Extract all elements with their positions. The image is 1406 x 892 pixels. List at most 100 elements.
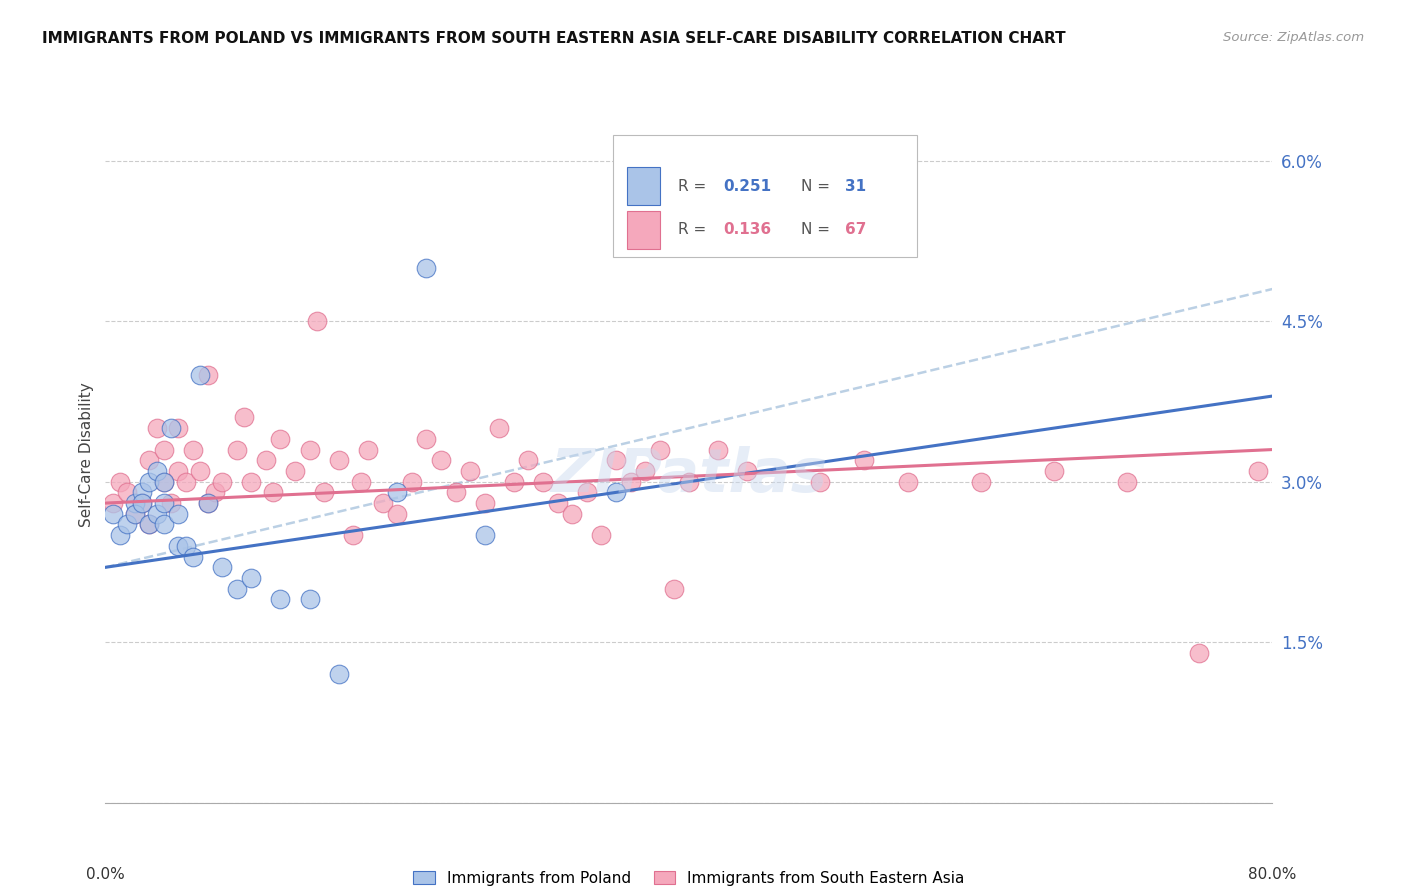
Point — [131, 496, 153, 510]
Point — [131, 485, 153, 500]
Point — [1042, 464, 1064, 478]
Point — [197, 496, 219, 510]
Point — [314, 485, 336, 500]
Point — [124, 496, 146, 510]
Point — [619, 475, 641, 489]
Point — [430, 453, 453, 467]
Text: ZIPatlas: ZIPatlas — [550, 446, 828, 505]
Point — [124, 507, 146, 521]
Point — [145, 421, 167, 435]
Point — [153, 475, 174, 489]
Point — [707, 442, 730, 457]
Point — [167, 421, 190, 435]
Point — [648, 442, 671, 457]
Point — [174, 539, 197, 553]
Point — [145, 464, 167, 478]
Point — [328, 667, 350, 681]
Point — [1188, 646, 1211, 660]
Point — [138, 453, 160, 467]
Point — [808, 475, 831, 489]
Point — [108, 475, 131, 489]
Text: 0.251: 0.251 — [723, 178, 770, 194]
Point — [502, 475, 524, 489]
Point — [138, 517, 160, 532]
Point — [101, 496, 124, 510]
Point — [737, 464, 759, 478]
Point — [284, 464, 307, 478]
Point — [531, 475, 554, 489]
Point — [167, 464, 190, 478]
Point — [131, 496, 153, 510]
Point — [1247, 464, 1270, 478]
Point — [575, 485, 598, 500]
Point — [474, 496, 496, 510]
Point — [357, 442, 380, 457]
Point — [634, 464, 657, 478]
Point — [153, 442, 174, 457]
Point — [101, 507, 124, 521]
Point — [415, 260, 437, 275]
Point — [547, 496, 569, 510]
Point — [240, 475, 263, 489]
Point — [254, 453, 277, 467]
Y-axis label: Self-Care Disability: Self-Care Disability — [79, 383, 94, 527]
Point — [188, 368, 211, 382]
Point — [488, 421, 510, 435]
Text: N =: N = — [801, 222, 835, 237]
Point — [269, 592, 292, 607]
Point — [561, 507, 583, 521]
Text: 67: 67 — [845, 222, 866, 237]
Text: 80.0%: 80.0% — [1249, 867, 1296, 882]
Point — [591, 528, 613, 542]
Point — [605, 485, 627, 500]
Point — [124, 507, 146, 521]
Point — [328, 453, 350, 467]
Point — [240, 571, 263, 585]
Point — [385, 485, 408, 500]
Point — [969, 475, 991, 489]
Point — [153, 496, 174, 510]
Text: R =: R = — [679, 222, 711, 237]
Point — [138, 517, 160, 532]
Point — [371, 496, 394, 510]
Point — [174, 475, 197, 489]
Point — [225, 442, 247, 457]
Point — [197, 496, 219, 510]
Text: 0.136: 0.136 — [723, 222, 770, 237]
Point — [117, 517, 139, 532]
Point — [517, 453, 540, 467]
Point — [1115, 475, 1137, 489]
Point — [153, 475, 174, 489]
Point — [211, 560, 233, 574]
Point — [269, 432, 292, 446]
Bar — [627, 211, 659, 249]
Point — [204, 485, 226, 500]
Point — [108, 528, 131, 542]
Point — [458, 464, 481, 478]
Bar — [613, 135, 917, 257]
Point — [167, 507, 190, 521]
Point — [233, 410, 256, 425]
Point — [664, 582, 686, 596]
Point — [160, 421, 183, 435]
Point — [401, 475, 423, 489]
Point — [305, 314, 328, 328]
Point — [298, 592, 321, 607]
Point — [444, 485, 467, 500]
Point — [145, 507, 167, 521]
Text: N =: N = — [801, 178, 835, 194]
Point — [167, 539, 190, 553]
Point — [181, 549, 204, 564]
Point — [138, 475, 160, 489]
Point — [385, 507, 408, 521]
Text: R =: R = — [679, 178, 711, 194]
Point — [678, 475, 700, 489]
Point — [225, 582, 247, 596]
Point — [153, 517, 174, 532]
Point — [181, 442, 204, 457]
Point — [160, 496, 183, 510]
Point — [197, 368, 219, 382]
Text: IMMIGRANTS FROM POLAND VS IMMIGRANTS FROM SOUTH EASTERN ASIA SELF-CARE DISABILIT: IMMIGRANTS FROM POLAND VS IMMIGRANTS FRO… — [42, 31, 1066, 46]
Text: Source: ZipAtlas.com: Source: ZipAtlas.com — [1223, 31, 1364, 45]
Point — [474, 528, 496, 542]
